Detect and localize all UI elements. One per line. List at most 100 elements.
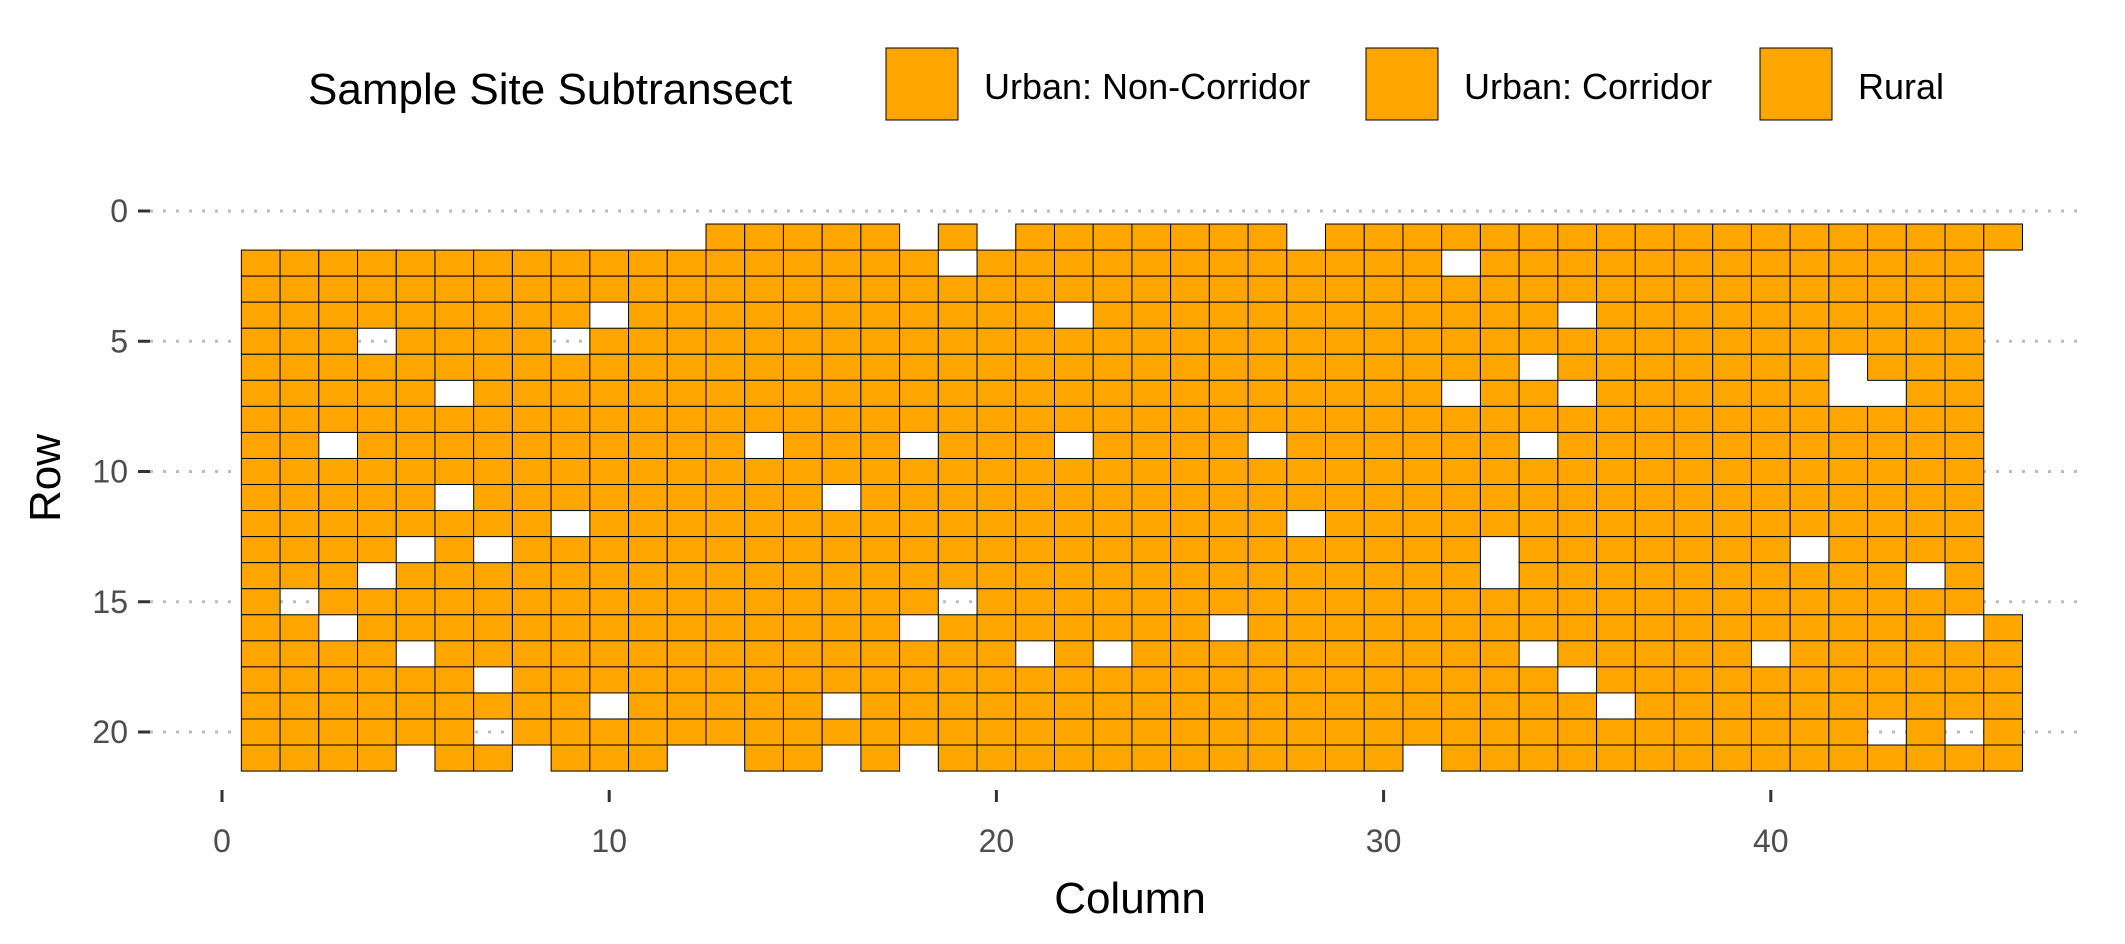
cell [1363, 692, 1404, 720]
cell [1441, 301, 1481, 329]
legend-key-rural [1759, 47, 1833, 121]
cell [1286, 666, 1327, 694]
cell [1325, 666, 1365, 694]
x-axis: 0 10 20 30 40 [213, 790, 1789, 859]
cell [1905, 510, 1946, 538]
cell [899, 692, 939, 720]
cell [1402, 405, 1443, 433]
cell [1905, 223, 1946, 251]
cell [1402, 718, 1443, 746]
cell [1750, 405, 1791, 433]
cell [1363, 744, 1404, 772]
cell [434, 692, 475, 720]
cell [1479, 666, 1520, 694]
cell [473, 405, 513, 433]
cell [1325, 744, 1365, 772]
cell [1518, 249, 1559, 277]
cell [1325, 379, 1365, 407]
cell [395, 666, 436, 694]
cell [1131, 275, 1172, 303]
cell [1518, 562, 1559, 590]
cell [240, 588, 281, 616]
cell [1092, 536, 1133, 564]
cell [279, 379, 320, 407]
cell [1208, 457, 1249, 486]
cell [1867, 484, 1907, 512]
cell [279, 484, 320, 512]
cell [666, 301, 707, 329]
cell [1402, 614, 1443, 642]
cell [705, 301, 746, 329]
cell [318, 510, 359, 538]
cell [1712, 457, 1752, 486]
cell [357, 588, 397, 616]
cell [1750, 379, 1791, 407]
cell [318, 249, 359, 277]
cell [511, 301, 552, 329]
cell [1634, 692, 1675, 720]
cell [318, 536, 359, 564]
legend-label-rural: Rural [1858, 66, 1944, 107]
cell [782, 457, 823, 486]
cell [1596, 744, 1636, 772]
cell [550, 431, 591, 459]
cell [899, 301, 939, 329]
cell [1208, 301, 1249, 329]
cell [899, 640, 939, 668]
cell [705, 275, 746, 303]
cell [1596, 666, 1636, 694]
cell [899, 562, 939, 590]
cell [1286, 275, 1327, 303]
cell-grid [240, 223, 2023, 772]
cell [434, 562, 475, 590]
cell [1247, 718, 1288, 746]
cell [1828, 640, 1869, 668]
y-tick-label: 10 [92, 454, 128, 490]
cell [511, 614, 552, 642]
cell [1789, 744, 1830, 772]
cell [318, 718, 359, 746]
cell [1596, 718, 1636, 746]
cell [1402, 484, 1443, 512]
cell [666, 718, 707, 746]
cell [1441, 327, 1481, 355]
cell [782, 353, 823, 381]
cell [1596, 562, 1636, 590]
cell [976, 614, 1017, 642]
cell [1325, 588, 1365, 616]
cell [511, 640, 552, 668]
cell [1634, 431, 1675, 459]
cell [1441, 588, 1481, 616]
cell [782, 431, 823, 459]
cell [1015, 484, 1055, 512]
cell [1131, 536, 1172, 564]
cell [821, 536, 862, 564]
cell [434, 614, 475, 642]
y-axis-title: Row [21, 434, 70, 522]
cell [937, 327, 978, 355]
cell [1053, 562, 1094, 590]
x-tick-label: 20 [979, 823, 1015, 859]
cell [1750, 692, 1791, 720]
cell [1596, 588, 1636, 616]
cell [1092, 484, 1133, 512]
cell [1170, 249, 1210, 277]
cell [1325, 405, 1365, 433]
cell [1170, 744, 1210, 772]
cell [1905, 301, 1946, 329]
cell [1170, 666, 1210, 694]
cell [1867, 614, 1907, 642]
cell [1363, 588, 1404, 616]
cell [1363, 249, 1404, 277]
cell [937, 692, 978, 720]
cell [1131, 379, 1172, 407]
cell [1479, 484, 1520, 512]
cell [434, 666, 475, 694]
cell [744, 718, 784, 746]
cell [705, 431, 746, 459]
cell [1867, 353, 1907, 381]
cell [1286, 640, 1327, 668]
cell [666, 510, 707, 538]
cell [899, 588, 939, 616]
